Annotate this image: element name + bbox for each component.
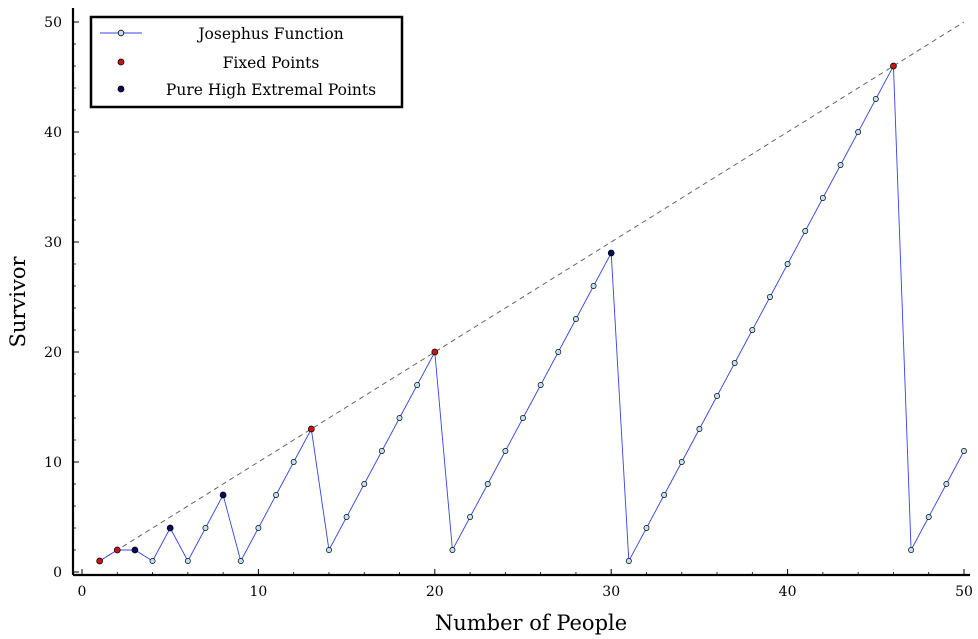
josephus-point: [837, 162, 844, 168]
josephus-point: [290, 459, 297, 465]
reference-line-y-equals-x: [99, 21, 965, 562]
josephus-point: [502, 448, 509, 454]
josephus-point: [749, 327, 756, 333]
josephus-point: [714, 393, 720, 399]
josephus-point: [467, 514, 474, 520]
x-tick-label: 10: [249, 584, 267, 600]
josephus-point: [731, 360, 738, 366]
x-tick-label: 0: [78, 584, 87, 600]
josephus-point: [255, 525, 262, 531]
extremal-point: [607, 249, 615, 257]
josephus-point: [343, 514, 350, 520]
josephus-point: [378, 448, 385, 454]
josephus-point: [872, 96, 879, 102]
josephus-point: [661, 492, 668, 498]
legend-label-fixed: Fixed Points: [223, 54, 320, 72]
legend-box: [89, 15, 404, 109]
josephus-point: [767, 294, 773, 300]
josephus-point: [784, 261, 791, 267]
josephus-point: [520, 415, 526, 421]
fixed-point: [890, 62, 897, 70]
fixed-point: [431, 348, 439, 356]
josephus-point: [396, 415, 403, 421]
josephus-point: [819, 195, 826, 201]
josephus-point: [484, 481, 491, 487]
y-axis-label: Survivor: [6, 256, 30, 348]
josephus-series-line: [99, 64, 965, 563]
josephus-point: [855, 129, 862, 135]
fixed-point: [96, 557, 103, 565]
x-tick-label: 50: [955, 584, 973, 600]
legend-label-extremal: Pure High Extremal Points: [166, 81, 376, 99]
y-tick-label: 30: [44, 235, 62, 251]
josephus-point: [414, 382, 421, 388]
extremal-point: [131, 546, 139, 554]
josephus-point: [326, 547, 332, 553]
plot-area: [96, 21, 967, 565]
josephus-point: [537, 382, 544, 388]
y-tick-label: 0: [53, 565, 62, 581]
legend-marker-josephus: [117, 29, 125, 37]
josephus-point: [237, 558, 244, 564]
josephus-point: [678, 459, 685, 465]
josephus-point: [590, 283, 597, 289]
extremal-point: [166, 524, 174, 532]
josephus-point: [572, 316, 579, 322]
fixed-point: [113, 546, 121, 554]
josephus-point: [184, 558, 191, 564]
x-axis-label: Number of People: [435, 611, 627, 635]
josephus-point: [925, 514, 932, 520]
josephus-point: [555, 349, 562, 355]
x-tick-label: 30: [602, 584, 620, 600]
josephus-point: [696, 426, 703, 432]
legend-label-josephus: Josephus Function: [196, 25, 343, 43]
josephus-point: [449, 547, 456, 553]
josephus-point: [361, 481, 368, 487]
axes: 0 10 20 30 40 50 0 10 20 30 40 50: [44, 8, 973, 600]
legend-marker-fixed: [117, 58, 125, 66]
fixed-point: [307, 425, 315, 433]
josephus-point: [802, 228, 809, 234]
josephus-point: [943, 481, 950, 487]
josephus-point: [273, 492, 279, 498]
y-tick-label: 50: [44, 15, 62, 31]
legend: Josephus Function Fixed Points Pure High…: [89, 15, 404, 109]
y-tick-label: 20: [44, 345, 62, 361]
josephus-point: [961, 448, 967, 454]
legend-marker-extremal: [117, 85, 125, 93]
x-tick-label: 40: [779, 584, 797, 600]
josephus-point: [149, 558, 156, 564]
josephus-point: [908, 547, 915, 553]
y-tick-label: 40: [44, 125, 62, 141]
josephus-point: [202, 525, 209, 531]
y-tick-label: 10: [44, 455, 62, 471]
josephus-point: [625, 558, 632, 564]
josephus-point: [643, 525, 650, 531]
extremal-point: [219, 491, 227, 499]
x-tick-label: 20: [426, 584, 444, 600]
